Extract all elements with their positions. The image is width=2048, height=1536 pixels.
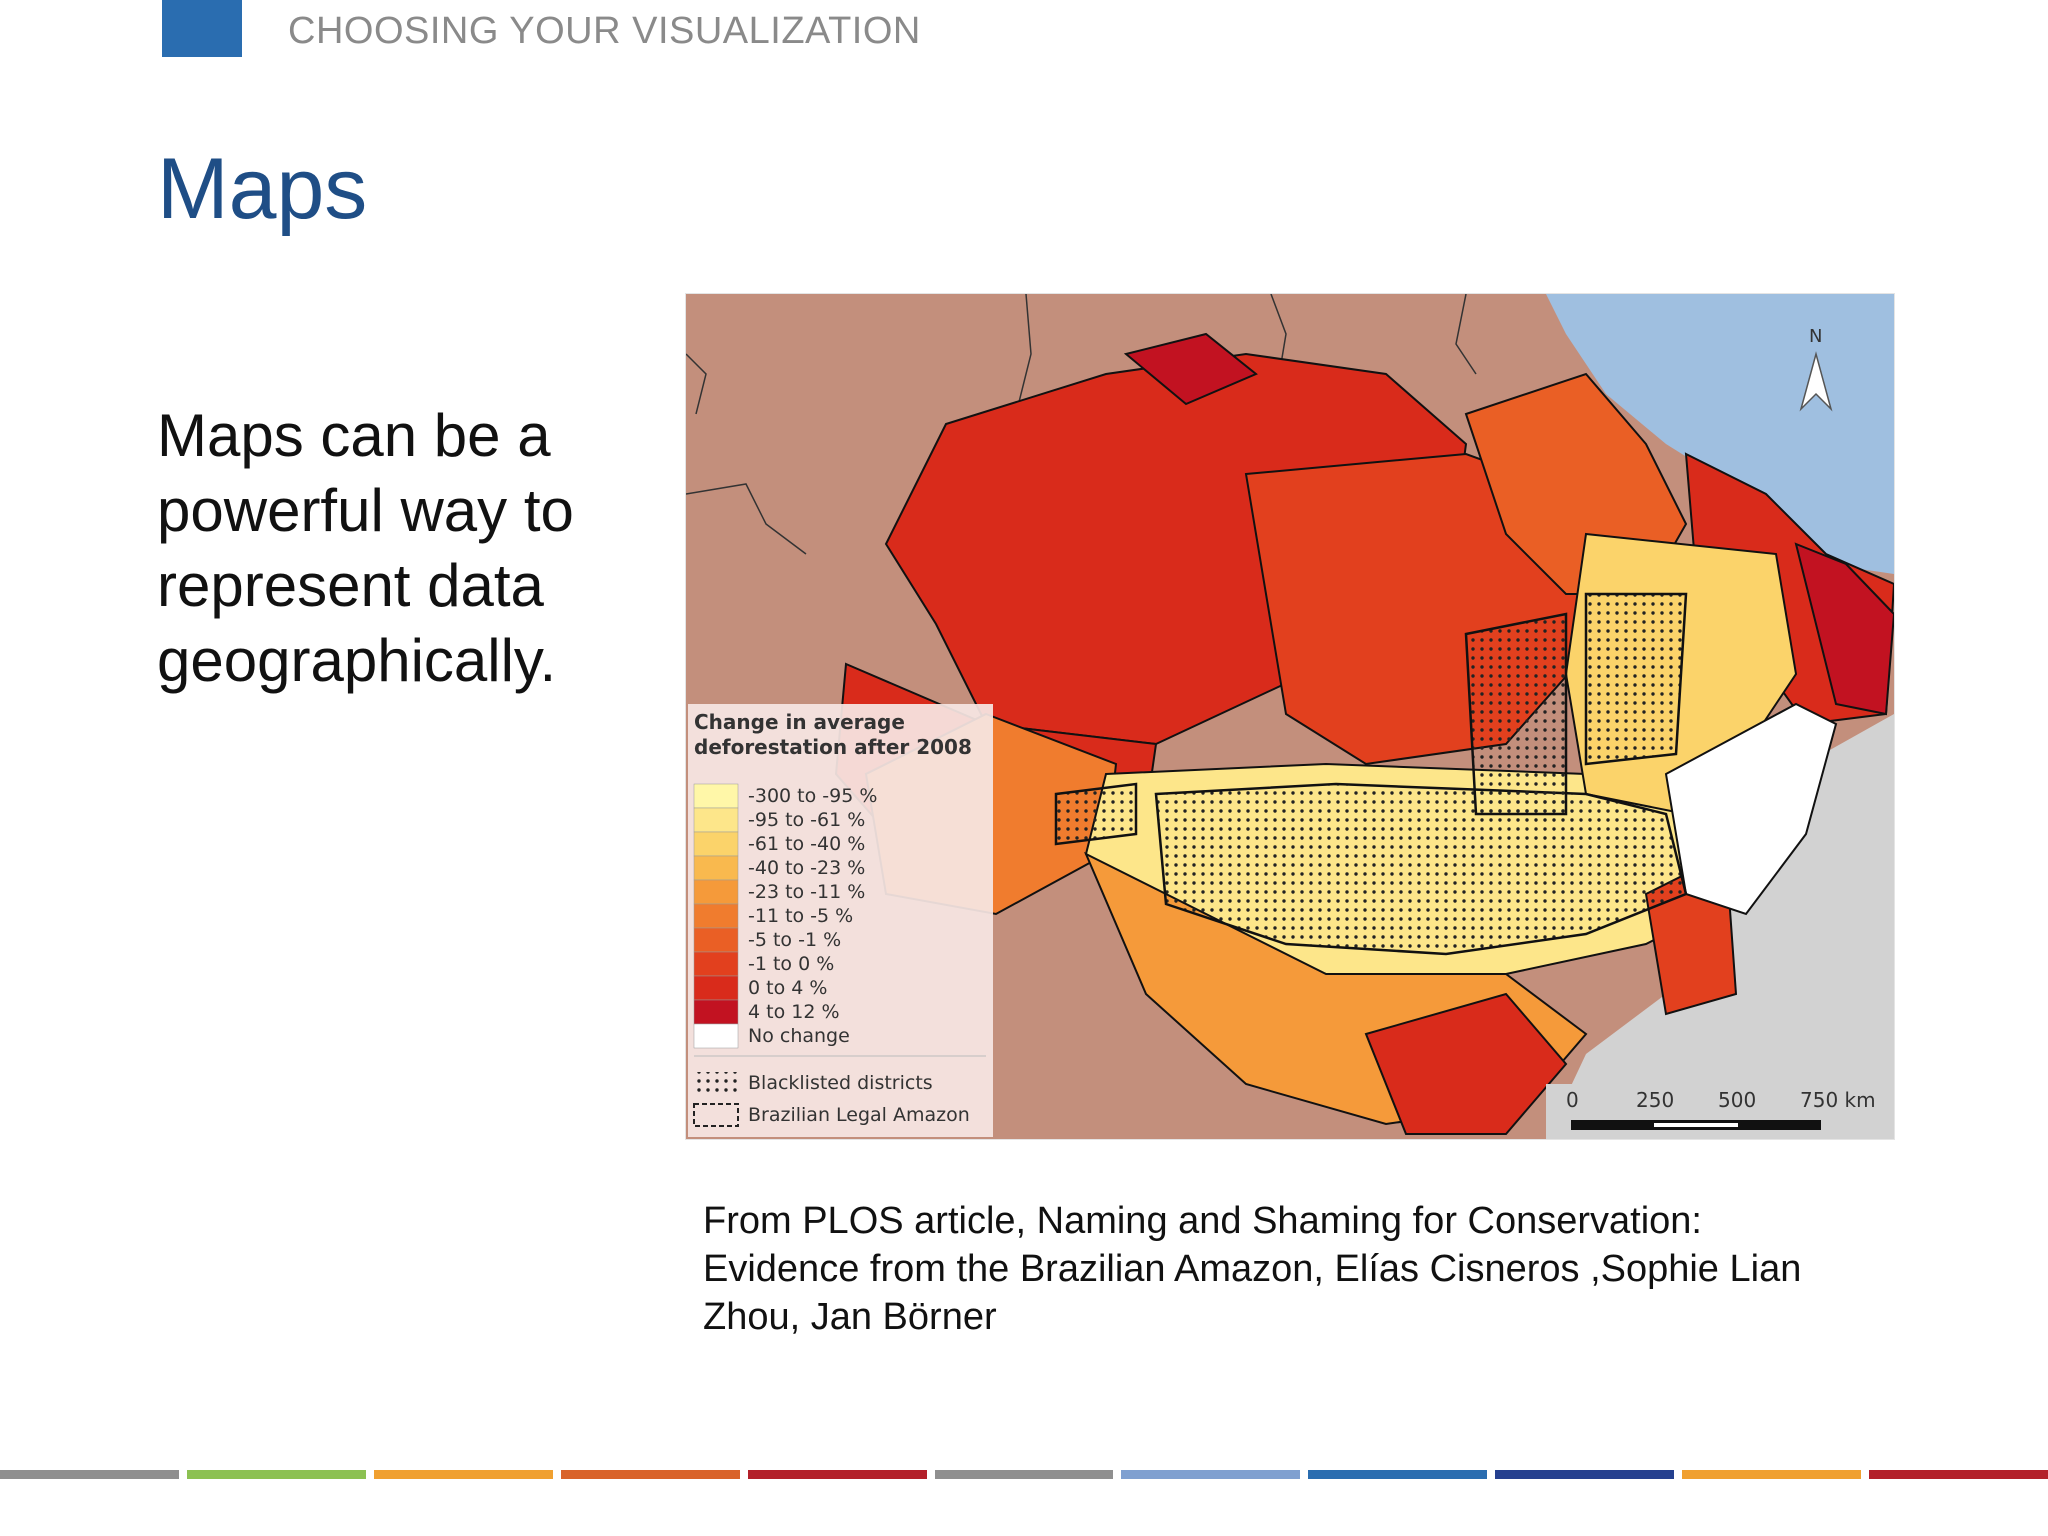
- footer-color-segment: [1121, 1470, 1301, 1479]
- scale-label-500: 500: [1718, 1088, 1756, 1112]
- legend-class-label: No change: [748, 1025, 850, 1047]
- legend-class-label: -1 to 0 %: [748, 953, 834, 975]
- blacklisted-districts: [1054, 592, 1688, 956]
- legend-swatch: [693, 1023, 739, 1049]
- legend-classes: -300 to -95 %-95 to -61 %-61 to -40 %-40…: [693, 783, 877, 1049]
- legend-class-label: -300 to -95 %: [748, 785, 877, 807]
- scale-label-0: 0: [1566, 1088, 1579, 1112]
- legend-class-label: -23 to -11 %: [748, 881, 865, 903]
- legend-swatch: [693, 879, 739, 905]
- footer-color-segment: [1682, 1470, 1862, 1479]
- section-label: CHOOSING YOUR VISUALIZATION: [288, 10, 921, 52]
- legend-background: [688, 704, 993, 1137]
- blacklisted-swatch: [694, 1072, 738, 1092]
- map-ocean: [1546, 294, 1894, 574]
- legend-swatch: [693, 783, 739, 809]
- footer-color-segment: [186, 1470, 366, 1479]
- footer-color-segment: [0, 1470, 179, 1479]
- footer-color-segment: [560, 1470, 740, 1479]
- deforestation-map-figure: N Change in average deforestation after …: [685, 293, 1895, 1140]
- header-accent-square: [162, 0, 242, 57]
- body-text: Maps can be a powerful way to represent …: [157, 402, 574, 694]
- legend-swatch: [693, 903, 739, 929]
- legend-class-label: -61 to -40 %: [748, 833, 865, 855]
- legend-title-line2: deforestation after 2008: [694, 735, 972, 759]
- legend-swatch: [693, 951, 739, 977]
- legend-swatch: [693, 975, 739, 1001]
- region-north-top: [1123, 332, 1258, 406]
- country-borders: [686, 294, 1477, 555]
- scale-label-750: 750 km: [1800, 1088, 1876, 1112]
- region-south-red: [1364, 992, 1568, 1135]
- legend-swatch: [693, 927, 739, 953]
- legend-class-label: 4 to 12 %: [748, 1001, 840, 1023]
- scale-bar-white-segment: [1654, 1123, 1738, 1127]
- region-east-coast-darkred: [1794, 542, 1894, 716]
- legend-blacklisted-label: Blacklisted districts: [748, 1072, 933, 1094]
- footer-color-segment: [1495, 1470, 1675, 1479]
- legend-class-label: -95 to -61 %: [748, 809, 865, 831]
- footer-color-segment: [1308, 1470, 1488, 1479]
- figure-caption: From PLOS article, Naming and Shaming fo…: [703, 1200, 1802, 1338]
- footer-color-segment: [373, 1470, 553, 1479]
- legend-swatch: [693, 831, 739, 857]
- footer-color-bar: [0, 1470, 2048, 1479]
- north-arrow-icon: [1799, 351, 1833, 412]
- scale-bar: 0 250 500 750 km: [1546, 1084, 1891, 1139]
- footer-color-segment: [1869, 1470, 2048, 1479]
- north-arrow: N: [1799, 326, 1833, 412]
- legend-class-label: -11 to -5 %: [748, 905, 853, 927]
- legend-swatch: [693, 807, 739, 833]
- legend-class-label: -5 to -1 %: [748, 929, 841, 951]
- footer-color-segment: [747, 1470, 927, 1479]
- legend-class-label: -40 to -23 %: [748, 857, 865, 879]
- legal-amazon-swatch: [693, 1103, 739, 1127]
- slide-title: Maps: [157, 141, 368, 237]
- legend-title-line1: Change in average: [694, 710, 905, 734]
- legend-swatch: [693, 855, 739, 881]
- legend-class-label: 0 to 4 %: [748, 977, 827, 999]
- legend-swatch: [693, 999, 739, 1025]
- scale-label-250: 250: [1636, 1088, 1674, 1112]
- legend-legal-amazon-label: Brazilian Legal Amazon: [748, 1104, 970, 1126]
- map-legend: Change in average deforestation after 20…: [688, 704, 993, 1137]
- north-label: N: [1809, 326, 1822, 347]
- footer-color-segment: [934, 1470, 1114, 1479]
